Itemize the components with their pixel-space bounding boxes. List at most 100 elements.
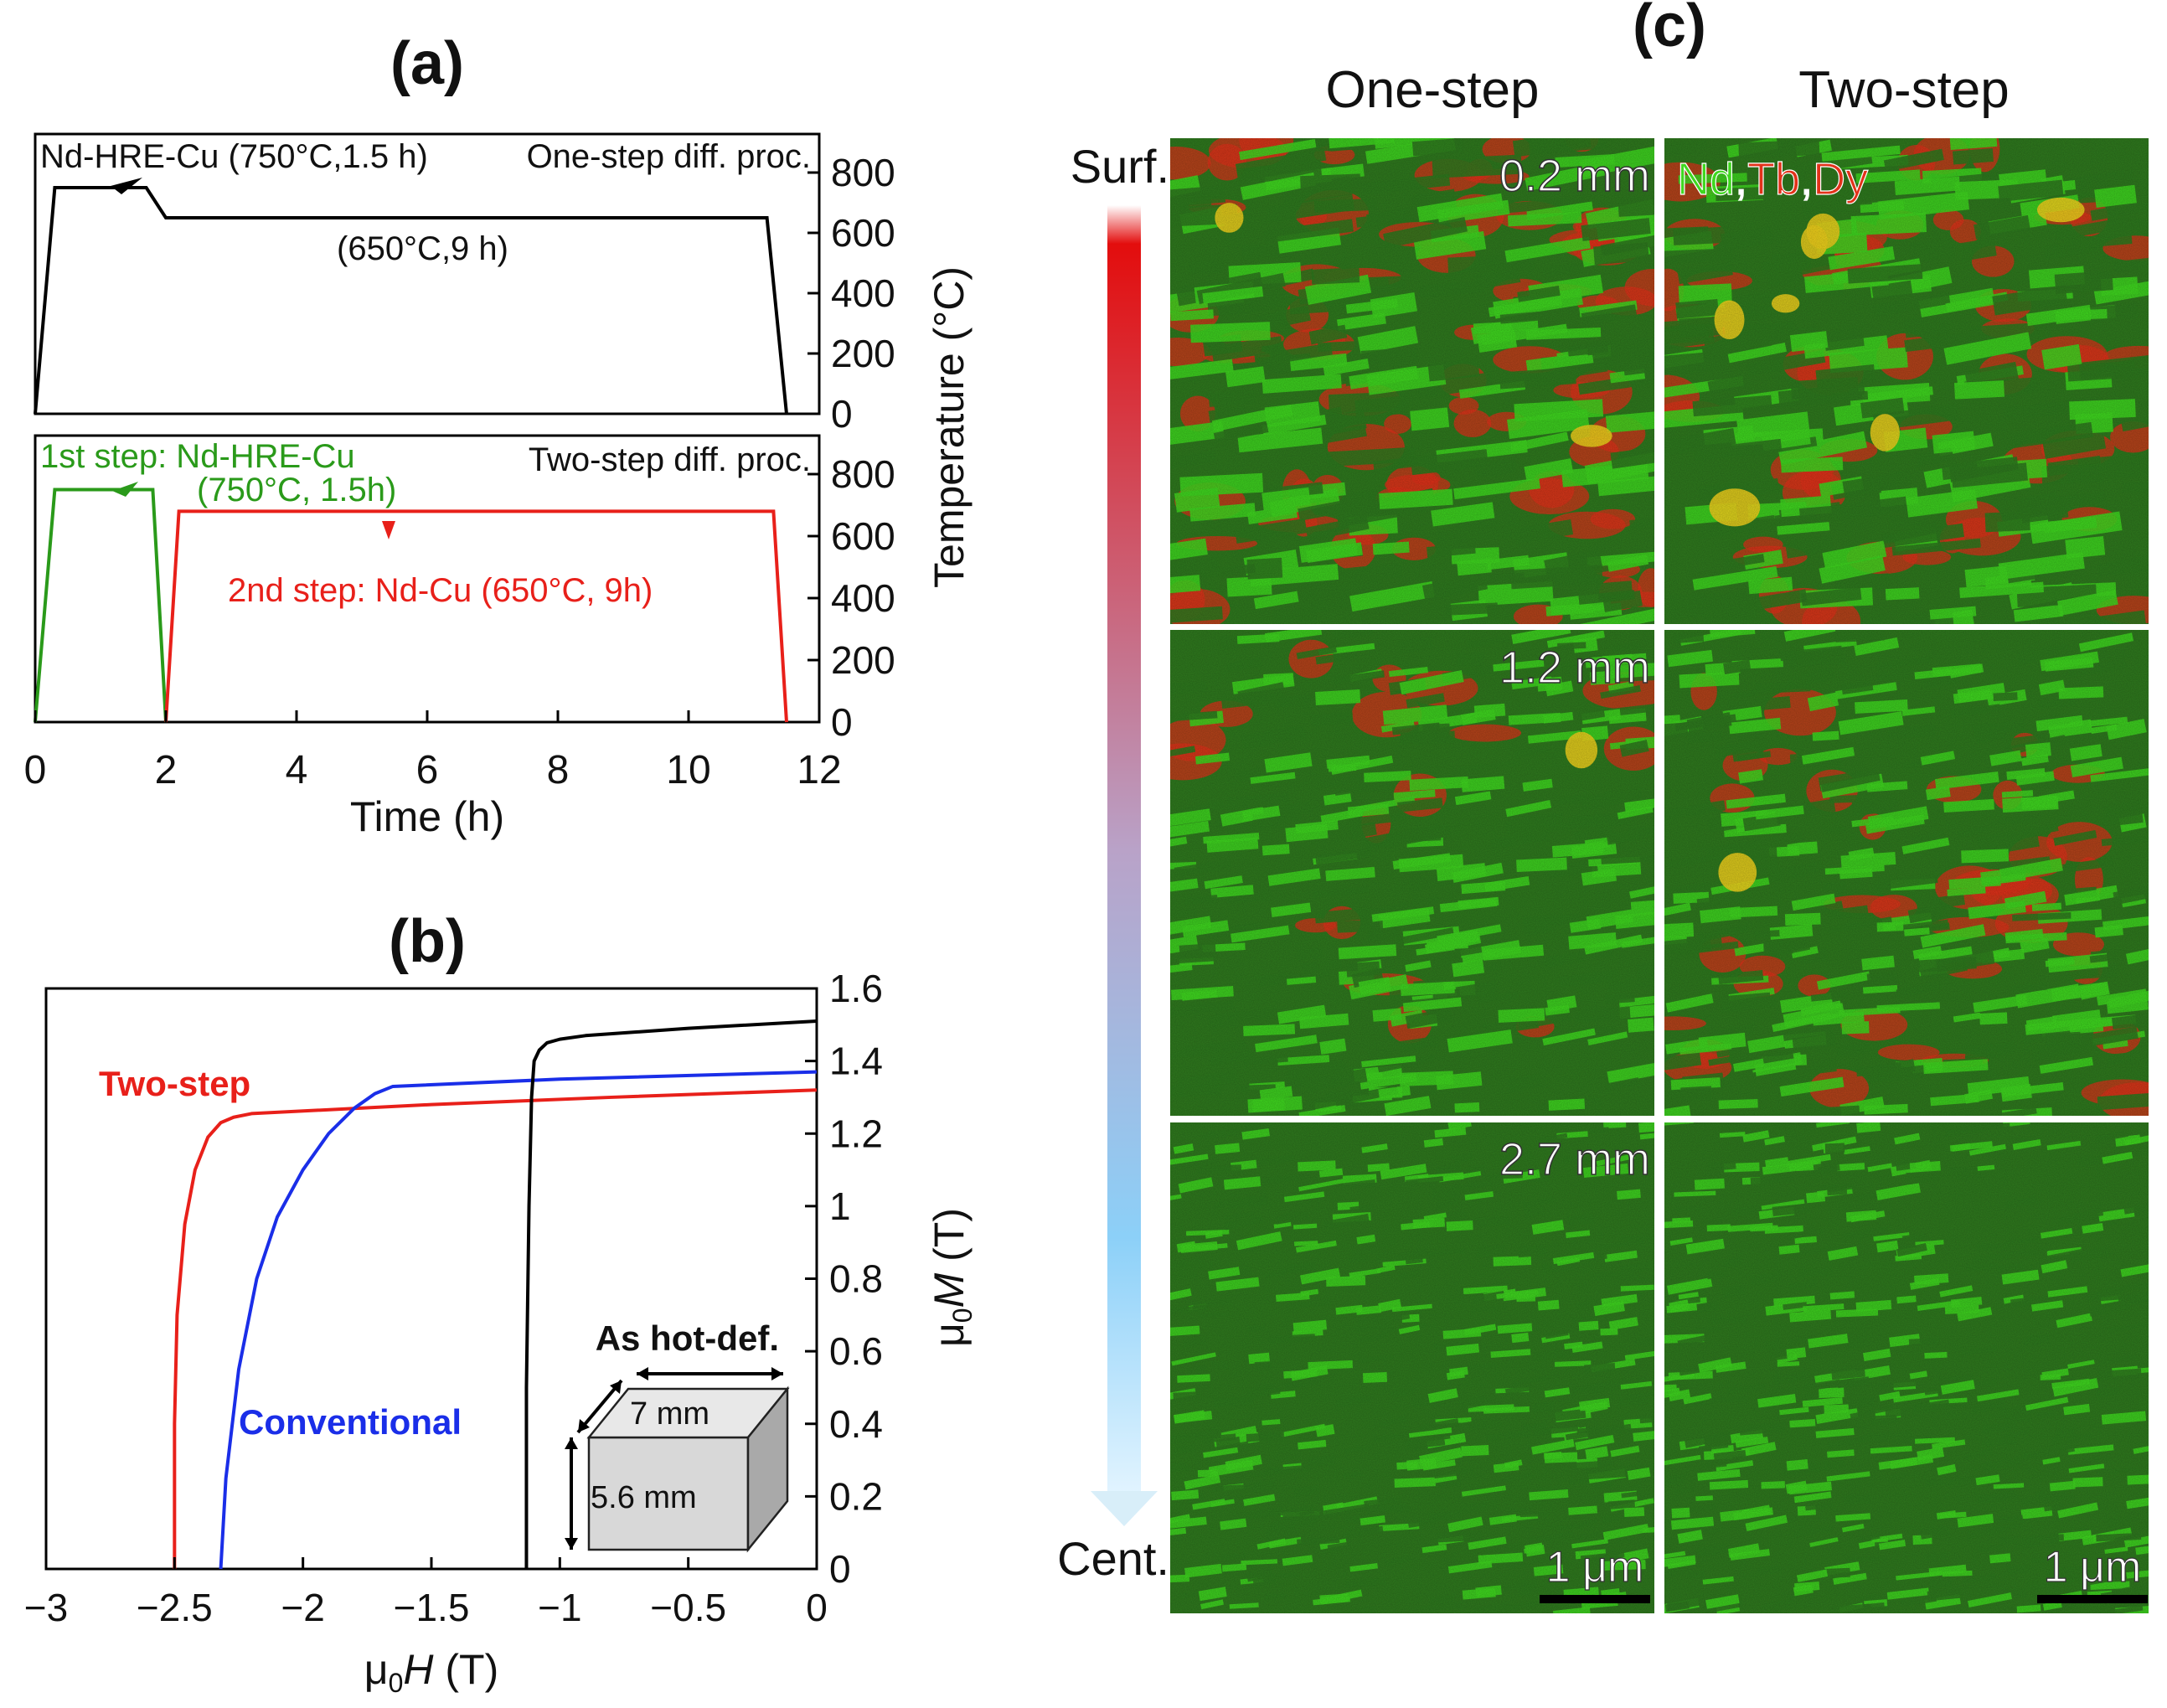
y-tick-label-b: 0.2 [829, 1474, 883, 1518]
legend-two-step: Two-step [99, 1064, 250, 1103]
ylabel-sub: 0 [947, 1308, 978, 1323]
series-a-bottom-0 [34, 488, 168, 723]
scale-bar-left [1540, 1595, 1650, 1603]
y-tick-label-b: 1.6 [829, 967, 883, 1010]
depth-arrow-head-icon [1091, 1491, 1158, 1526]
xlabel-mu: μ [364, 1646, 389, 1693]
noise-overlay [1664, 630, 2149, 1116]
y-tick-label-a-bottom: 400 [831, 576, 895, 620]
scale-label-right: 1 μm [2044, 1543, 2142, 1592]
noise-overlay [1664, 1122, 2149, 1613]
scale-label-left: 1 μm [1546, 1543, 1644, 1592]
x-tick-label-b: −3 [24, 1586, 68, 1629]
xlabel-sub: 0 [389, 1668, 404, 1698]
ylabel-mu: μ [926, 1323, 973, 1347]
panel-a: (a) 0 2 4 6 8 10 1202004006008000200400600800 … [24, 30, 973, 840]
plot-a-ylabel: Temperature (°C) [926, 266, 973, 588]
micrograph-5 [1664, 1122, 2149, 1613]
top-annotation-1: Nd-HRE-Cu (750°C,1.5 h) [40, 138, 428, 175]
legend-dy: Dy [1813, 154, 1868, 204]
bottom-annotation-1: 1st step: Nd-HRE-Cu [40, 438, 355, 475]
top-title: One-step diff. proc. [527, 138, 811, 175]
y-tick-label-a-top: 800 [831, 151, 895, 194]
plot-a-bottom-series [34, 488, 788, 723]
bottom-annotation-2: 2nd step: Nd-Cu (650°C, 9h) [228, 572, 653, 609]
depth-label-1-2: 1.2 mm [1499, 642, 1650, 693]
plot-a-top-series [34, 186, 788, 415]
panel-a-label: (a) [390, 30, 464, 97]
top-arrow-icon [111, 178, 142, 194]
y-tick-label-a-top: 600 [831, 211, 895, 255]
legend-tb: Tb [1747, 154, 1800, 204]
noise-overlay [1170, 630, 1654, 1116]
y-tick-label-a-top: 400 [831, 271, 895, 315]
column-one-step: One-step [1325, 61, 1539, 119]
plot-a-top-frame [34, 132, 821, 415]
xlabel-unit: (T) [433, 1646, 498, 1693]
dim-width: 7 mm [630, 1396, 709, 1432]
x-tick-label-a: 2 [155, 748, 178, 792]
depth-gradient-bar [1107, 205, 1141, 1495]
legend-nd: Nd [1677, 154, 1735, 204]
x-tick-label-a: 10 [666, 748, 710, 792]
noise-overlay [1170, 1122, 1654, 1613]
y-tick-label-a-bottom: 600 [831, 514, 895, 558]
surface-label: Surf. [1071, 140, 1169, 193]
sample-cube-icon [565, 1367, 790, 1553]
depth-label-0-2: 0.2 mm [1499, 151, 1650, 201]
x-tick-label-a: 4 [286, 748, 308, 792]
depth-label-2-7: 2.7 mm [1499, 1134, 1650, 1184]
panel-c: (c) One-step Two-step Surf. Cent. 0.2 mm… [1057, 0, 2149, 1613]
x-tick-label-b: −1 [538, 1586, 581, 1629]
column-two-step: Two-step [1798, 61, 2010, 119]
y-tick-label-a-top: 0 [831, 392, 853, 436]
x-tick-label-a: 0 [24, 748, 47, 792]
y-tick-label-b: 1.4 [829, 1040, 883, 1083]
xlabel-var: H [403, 1646, 434, 1693]
plot-b-xlabel: μ0H (T) [364, 1646, 498, 1698]
top-annotation-2: (650°C,9 h) [337, 230, 508, 267]
center-label: Cent. [1057, 1532, 1169, 1585]
element-legend: Nd,Tb,Dy [1677, 154, 1868, 204]
y-tick-label-b: 1 [829, 1184, 851, 1228]
y-tick-label-b: 1.2 [829, 1112, 883, 1155]
plot-a-xlabel: Time (h) [350, 793, 504, 840]
ylabel-var: M [926, 1272, 973, 1308]
micrograph-4 [1170, 1122, 1654, 1613]
x-tick-label-b: 0 [806, 1586, 828, 1629]
ylabel-unit: (T) [926, 1208, 973, 1273]
y-tick-label-a-bottom: 800 [831, 452, 895, 496]
legend-as-hot-def: As hot-def. [596, 1318, 779, 1358]
micrograph-grid [1170, 138, 2149, 1613]
micrograph-0 [1170, 138, 1654, 624]
series-b-twostep [173, 1088, 818, 1569]
micrograph-2 [1170, 630, 1654, 1116]
y-tick-label-a-top: 200 [831, 332, 895, 375]
x-tick-label-b: −2.5 [137, 1586, 213, 1629]
y-tick-label-a-bottom: 0 [831, 700, 853, 744]
y-tick-label-b: 0.8 [829, 1257, 883, 1301]
bottom-title: Two-step diff. proc. [529, 441, 811, 478]
legend-conventional: Conventional [239, 1402, 462, 1442]
dim-height: 5.6 mm [591, 1480, 697, 1515]
plot-b-ylabel: μ0M (T) [926, 1208, 978, 1347]
legend-comma-2: , [1800, 154, 1813, 204]
series-b-conventional [219, 1070, 818, 1570]
x-tick-label-b: −0.5 [650, 1586, 726, 1629]
y-tick-label-a-bottom: 200 [831, 638, 895, 682]
micrograph-3 [1664, 630, 2149, 1116]
legend-comma-1: , [1735, 154, 1747, 204]
bottom-annotation-1b: (750°C, 1.5h) [197, 472, 396, 508]
y-tick-label-b: 0.6 [829, 1329, 883, 1373]
x-tick-label-a: 8 [547, 748, 570, 792]
panel-b: (b) −3 −2.5 −2 −1.5 −1 −0.5 000.20.40.60.811.2… [24, 908, 978, 1698]
series-a-top-0 [34, 186, 788, 415]
plot-b-series [173, 1019, 818, 1570]
scale-bar-right [2037, 1595, 2148, 1603]
micrograph-1 [1664, 138, 2149, 624]
x-tick-label-b: −2 [281, 1586, 324, 1629]
panel-b-label: (b) [389, 908, 466, 975]
x-tick-label-a: 6 [416, 748, 439, 792]
